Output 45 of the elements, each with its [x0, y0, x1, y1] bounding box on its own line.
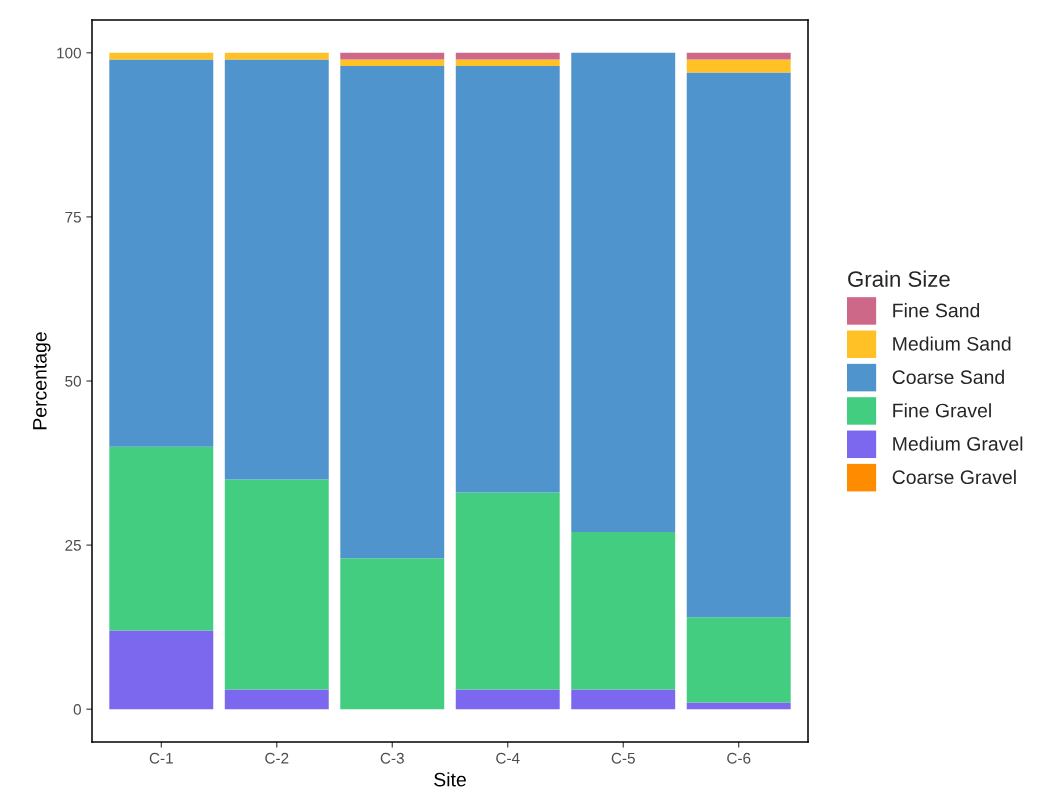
legend-label: Fine Sand: [893, 303, 980, 318]
x-tick-label: C-2: [265, 752, 289, 764]
bar: [109, 630, 214, 710]
legend-label: Fine Gravel: [893, 403, 991, 418]
y-axis-title: Percentage: [33, 332, 51, 430]
legend-title: Grain Size: [848, 270, 950, 287]
bar: [109, 59, 214, 447]
bar: [686, 702, 791, 710]
x-tick-label: C-4: [496, 752, 520, 764]
bar: [340, 558, 445, 710]
bar: [686, 72, 791, 618]
y-tick-label: 0: [73, 704, 81, 715]
bar: [686, 52, 791, 60]
x-tick-label: C-3: [380, 752, 404, 764]
legend-label: Coarse Gravel: [892, 469, 1016, 485]
legend-label: Medium Gravel: [893, 436, 1023, 451]
legend-label: Medium Sand: [893, 336, 1011, 351]
bar: [340, 59, 445, 66]
bar: [455, 52, 560, 60]
bar: [109, 446, 214, 631]
bar: [455, 689, 560, 710]
bar: [455, 65, 560, 493]
bar: [224, 59, 329, 480]
y-tick-label: 50: [65, 375, 81, 387]
bar: [455, 492, 560, 690]
bar: [571, 531, 676, 690]
bar: [224, 479, 329, 690]
bar: [571, 52, 676, 532]
legend-label: Coarse Sand: [892, 369, 1004, 385]
bar: [224, 52, 329, 60]
bar: [224, 689, 329, 710]
x-tick-label: C-1: [149, 752, 173, 764]
y-tick-label: 75: [65, 211, 81, 223]
bar: [109, 52, 214, 60]
x-tick-label: C-5: [611, 752, 635, 764]
bar: [340, 65, 445, 559]
x-tick-label: C-6: [727, 752, 751, 764]
bar: [686, 59, 791, 73]
bar: [340, 52, 445, 60]
bar: [455, 59, 560, 66]
y-tick-label: 100: [57, 47, 81, 59]
bar: [686, 617, 791, 703]
x-axis-title: Site: [434, 772, 466, 787]
bar: [571, 689, 676, 710]
y-tick-label: 25: [65, 539, 81, 551]
